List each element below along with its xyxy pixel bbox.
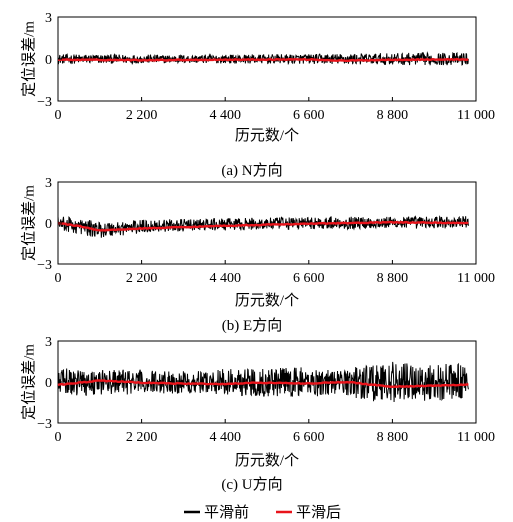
panel-caption: (b) E方向 <box>222 317 282 334</box>
x-tick-label: 11 000 <box>457 271 495 286</box>
legend: 平滑前 平滑后 <box>184 504 341 521</box>
y-tick-label: −3 <box>37 417 52 432</box>
x-tick-label: 4 400 <box>209 430 241 445</box>
y-axis-label: 定位误差/m <box>20 21 37 97</box>
x-tick-label: 4 400 <box>209 108 241 123</box>
series-line-before <box>57 51 469 66</box>
y-tick-label: 3 <box>45 176 52 191</box>
x-tick-label: 2 200 <box>126 108 158 123</box>
series-layer <box>57 215 469 238</box>
x-tick-label: 2 200 <box>126 430 158 445</box>
x-tick-label: 11 000 <box>457 430 495 445</box>
x-tick-label: 8 800 <box>377 271 409 286</box>
x-axis-label: 历元数/个 <box>235 452 299 469</box>
y-tick-label: 3 <box>45 11 52 26</box>
y-tick-label: −3 <box>37 95 52 110</box>
series-line-after <box>57 220 469 232</box>
legend-label-after: 平滑后 <box>296 504 341 521</box>
x-tick-label: 6 600 <box>293 430 325 445</box>
y-tick-label: 0 <box>45 53 52 68</box>
series-line-before <box>57 361 469 403</box>
series-line-before <box>57 215 469 238</box>
series-line-after <box>57 57 469 63</box>
y-tick-label: 0 <box>45 217 52 232</box>
legend-label-before: 平滑前 <box>204 504 249 521</box>
panel-caption: (a) N方向 <box>221 162 282 179</box>
x-tick-label: 11 000 <box>457 108 495 123</box>
x-tick-label: 2 200 <box>126 271 158 286</box>
x-tick-label: 8 800 <box>377 108 409 123</box>
x-axis-label: 历元数/个 <box>235 292 299 309</box>
x-tick-label: 0 <box>55 271 62 286</box>
x-tick-label: 0 <box>55 430 62 445</box>
x-tick-label: 6 600 <box>293 271 325 286</box>
series-layer <box>57 361 469 403</box>
y-axis-label: 定位误差/m <box>20 344 37 420</box>
y-tick-label: 0 <box>45 376 52 391</box>
x-tick-label: 0 <box>55 108 62 123</box>
y-tick-label: 3 <box>45 335 52 350</box>
series-line-after <box>57 379 469 389</box>
x-tick-label: 4 400 <box>209 271 241 286</box>
panel-caption: (c) U方向 <box>221 476 282 493</box>
x-tick-label: 6 600 <box>293 108 325 123</box>
x-tick-label: 8 800 <box>377 430 409 445</box>
y-axis-label: 定位误差/m <box>20 185 37 261</box>
y-tick-label: −3 <box>37 258 52 273</box>
x-axis-label: 历元数/个 <box>235 127 299 144</box>
series-layer <box>57 51 469 66</box>
